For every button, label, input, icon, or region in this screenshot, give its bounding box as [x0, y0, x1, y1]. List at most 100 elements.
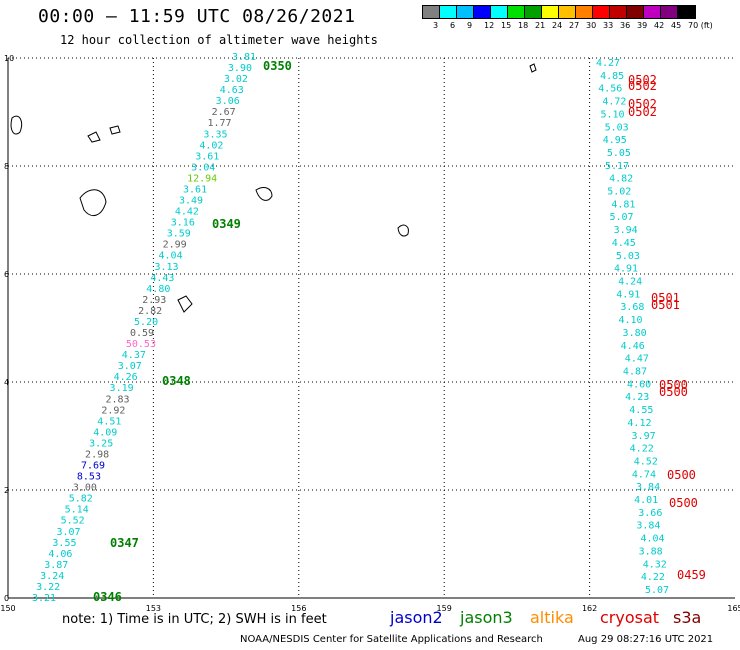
pass-time-label: 0346: [93, 590, 122, 604]
wave-height-label: 5.07: [645, 585, 669, 596]
wave-height-label: 3.97: [632, 431, 656, 442]
wave-height-label: 4.87: [623, 366, 647, 377]
wave-height-label: 1.77: [208, 118, 232, 129]
wave-height-label: 4.37: [122, 350, 146, 361]
colorbar-tick-label: 3: [433, 21, 439, 30]
wave-height-label: 5.52: [61, 516, 85, 527]
pass-time-label: 0348: [162, 374, 191, 388]
island: [79, 189, 107, 217]
wave-height-label: 3.22: [36, 582, 60, 593]
wave-height-label: 5.07: [609, 212, 633, 223]
credit-line: NOAA/NESDIS Center for Satellite Applica…: [240, 634, 543, 645]
island: [109, 125, 121, 135]
wave-height-label: 4.22: [641, 572, 665, 583]
pass-time-label: 0502: [628, 73, 657, 87]
wave-height-label: 3.07: [56, 527, 80, 538]
wave-height-label: 2.98: [85, 449, 109, 460]
colorbar-ticks: 3 6 9 12 15 18 21 24 27 30 33 36 39 42 45 70 (ft): [422, 21, 740, 33]
colorbar-swatch: [423, 6, 440, 18]
colorbar-swatch: [661, 6, 678, 18]
satellite-legend-entry: jason2: [390, 608, 443, 627]
island: [529, 63, 537, 73]
wave-height-label: 3.59: [167, 229, 191, 240]
colorbar-swatch: [525, 6, 542, 18]
colorbar-swatch: [457, 6, 474, 18]
wave-height-label: 4.47: [625, 354, 649, 365]
lat-tick-label: 2: [4, 486, 9, 495]
wave-height-label: 2.67: [212, 107, 236, 118]
wave-height-label: 4.10: [618, 315, 642, 326]
wave-height-label: 12.94: [187, 173, 217, 184]
wave-height-label: 4.22: [630, 444, 654, 455]
wave-height-label: 5.20: [134, 317, 158, 328]
colorbar-tick-label: 45: [671, 21, 682, 30]
colorbar-swatch: [508, 6, 525, 18]
wave-height-label: 3.55: [52, 538, 76, 549]
colorbar-swatch: [610, 6, 627, 18]
wave-height-label: 2.82: [138, 306, 162, 317]
wave-height-label: 5.17: [605, 161, 629, 172]
track-labels-west: 3.813.903.024.633.062.671.773.354.023.61…: [32, 52, 292, 604]
colorbar-swatch: [559, 6, 576, 18]
page-subtitle: 12 hour collection of altimeter wave hei…: [60, 33, 378, 47]
wave-height-label: 4.82: [609, 174, 633, 185]
wave-height-label: 3.94: [614, 225, 638, 236]
colorbar-swatch: [576, 6, 593, 18]
lat-tick-label: 10: [4, 54, 14, 63]
wave-height-label: 3.88: [639, 546, 663, 557]
wave-height-label: 5.05: [607, 148, 631, 159]
pass-time-label: 0459: [677, 568, 706, 582]
pass-time-label: 0500: [669, 496, 698, 510]
wave-height-label: 4.45: [612, 238, 636, 249]
wave-height-label: 3.13: [154, 262, 178, 273]
wave-height-label: 4.72: [602, 97, 626, 108]
pass-time-label: 0500: [659, 385, 688, 399]
wave-height-label: 4.51: [97, 416, 121, 427]
wave-height-label: 7.69: [81, 461, 105, 472]
footnote: note: 1) Time is in UTC; 2) SWH is in fe…: [62, 612, 327, 627]
wave-height-label: 3.25: [89, 438, 113, 449]
wave-height-label: 4.02: [199, 140, 223, 151]
colorbar-tick-label: 12: [484, 21, 495, 30]
island-outlines: [10, 63, 537, 313]
colorbar-swatch: [644, 6, 661, 18]
wave-height-label: 3.19: [110, 383, 134, 394]
wave-height-label: 3.04: [191, 162, 215, 173]
wave-height-label: 4.43: [150, 273, 174, 284]
wave-height-label: 3.90: [228, 63, 252, 74]
wave-height-label: 4.09: [93, 427, 117, 438]
colorbar-tick-label: 6: [450, 21, 456, 30]
track-labels-east: 4.27 4.85 4.56 4.725.10 5.03 4.95 5.05 5.17 4.82…: [596, 58, 706, 596]
pass-time-label: 0502: [628, 97, 657, 111]
wave-height-label: 4.32: [643, 559, 667, 570]
wave-height-label: 5.02: [607, 187, 631, 198]
wave-height-label: 5.10: [600, 109, 624, 120]
wave-height-label: 5.82: [69, 494, 93, 505]
colorbar-tick-label: 9: [467, 21, 473, 30]
generated-timestamp: Aug 29 08:27:16 UTC 2021: [578, 634, 714, 645]
wave-height-label: 3.21: [32, 593, 56, 604]
wave-height-label: 4.27: [596, 58, 620, 69]
lon-tick-label: 159: [437, 604, 452, 613]
wave-height-label: 4.80: [146, 284, 170, 295]
colorbar-tick-label: 39: [637, 21, 648, 30]
page-title: 00:00 — 11:59 UTC 08/26/2021: [38, 6, 356, 27]
satellite-legend-entry: jason3: [460, 608, 513, 627]
colorbar-tick-label: 36: [620, 21, 631, 30]
wave-height-label: 4.26: [114, 372, 138, 383]
lon-tick-label: 162: [582, 604, 597, 613]
wave-height-label: 3.06: [216, 96, 240, 107]
wave-height-label: 4.55: [629, 405, 653, 416]
wave-height-label: 4.04: [641, 534, 665, 545]
colorbar-tick-label: 42: [654, 21, 665, 30]
pass-time-label: 0501: [651, 298, 680, 312]
wave-height-label: 4.52: [634, 456, 658, 467]
island: [397, 224, 409, 237]
satellite-legend-entry: s3a: [673, 608, 702, 627]
wave-height-label: 4.95: [603, 135, 627, 146]
colorbar-tick-label: 30: [586, 21, 597, 30]
wave-height-label: 3.07: [118, 361, 142, 372]
colorbar-swatch: [474, 6, 491, 18]
lat-tick-label: 4: [4, 378, 9, 387]
